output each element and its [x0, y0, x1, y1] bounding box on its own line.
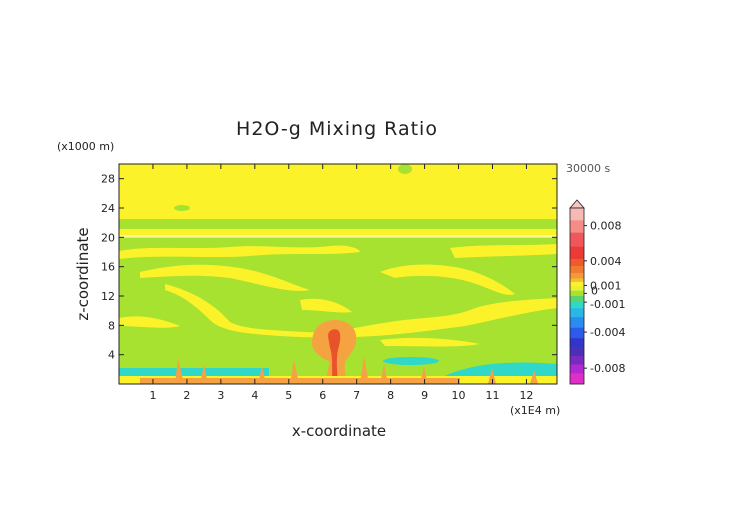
x-axis-label: x-coordinate [292, 422, 386, 440]
x-unit-label: (x1E4 m) [510, 404, 560, 417]
streak-2 [140, 264, 310, 291]
colorbar-segment [570, 286, 584, 292]
stratosphere-line [119, 235, 557, 237]
colorbar-segment [570, 364, 584, 374]
colorbar-segment [570, 278, 584, 283]
x-tick-label: 6 [319, 389, 326, 402]
x-tick-label: 10 [452, 389, 466, 402]
y-unit-label: (x1000 m) [57, 140, 114, 153]
colorbar-tick-label: -0.001 [590, 298, 625, 311]
y-tick-label: 24 [101, 202, 115, 215]
colorbar-arrow [569, 199, 585, 209]
streak-3 [165, 284, 557, 338]
colorbar-segment [570, 246, 584, 260]
colorbar-tick-label: 0.008 [590, 220, 622, 233]
colorbar-tick-label: -0.008 [590, 362, 625, 375]
colorbar-segment [570, 301, 584, 309]
x-tick-label: 5 [285, 389, 292, 402]
x-tick-label: 8 [387, 389, 394, 402]
colorbar-segment [570, 373, 584, 385]
colorbar-segment [570, 347, 584, 357]
top-blob [398, 164, 412, 174]
colorbar-tick-label: 0.001 [590, 279, 622, 292]
y-tick-label: 12 [101, 290, 115, 303]
streak-4 [380, 264, 515, 295]
colorbar-tick-label: 0.004 [590, 255, 622, 268]
streak-5 [450, 244, 557, 258]
colorbar-segment [570, 296, 584, 302]
chart-title: H2O-g Mixing Ratio [236, 118, 438, 140]
x-tick-label: 3 [217, 389, 224, 402]
upper-band-mid [119, 229, 557, 238]
colorbar-segment [570, 308, 584, 318]
colorbar-tick-label: -0.004 [590, 326, 625, 339]
y-tick-label: 20 [101, 231, 115, 244]
y-tick-label: 28 [101, 173, 115, 186]
plume-core [328, 329, 341, 384]
colorbar-segment [570, 281, 584, 287]
y-tick-label: 16 [101, 261, 115, 274]
streak-8 [380, 337, 480, 347]
cyan-pocket-2 [445, 362, 557, 378]
colorbar-segment [570, 273, 584, 279]
colorbar-segment [570, 208, 584, 221]
contour-field [119, 164, 557, 384]
time-label: 30000 s [566, 162, 610, 175]
x-tick-label: 4 [251, 389, 258, 402]
y-ticks: 4 8 12 16 20 24 28 [101, 173, 557, 362]
colorbar-segment [570, 355, 584, 365]
surface-hot [140, 378, 460, 384]
x-tick-label: 12 [519, 389, 533, 402]
colorbar-segment [570, 338, 584, 348]
streak-7 [119, 316, 180, 328]
y-axis-label: z-coordinate [74, 227, 92, 320]
y-tick-label: 4 [108, 349, 115, 362]
colorbar-segment [570, 220, 584, 233]
y-tick-label: 8 [108, 319, 115, 332]
colorbar-segment [570, 317, 584, 328]
x-tick-label: 2 [183, 389, 190, 402]
colorbar [569, 199, 585, 385]
colorbar-segment [570, 327, 584, 339]
x-tick-label: 1 [149, 389, 156, 402]
colorbar-segment [570, 259, 584, 267]
x-tick-label: 9 [421, 389, 428, 402]
colorbar-segment [570, 266, 584, 274]
colorbar-tick-label: 0 [591, 284, 598, 297]
small-blob [174, 205, 190, 211]
colorbar-segment [570, 290, 584, 297]
colorbar-frame [569, 207, 585, 385]
cyan-surface [119, 368, 269, 376]
colorbar-segment [570, 232, 584, 248]
x-tick-label: 11 [485, 389, 499, 402]
x-tick-label: 7 [353, 389, 360, 402]
plot-frame [118, 163, 558, 385]
x-ticks: 1 2 3 4 5 6 7 8 9 10 11 12 [149, 164, 533, 402]
cyan-pocket-1 [383, 357, 439, 365]
streak-1 [119, 245, 360, 259]
upper-band-top [119, 164, 557, 219]
streak-6 [300, 298, 352, 313]
